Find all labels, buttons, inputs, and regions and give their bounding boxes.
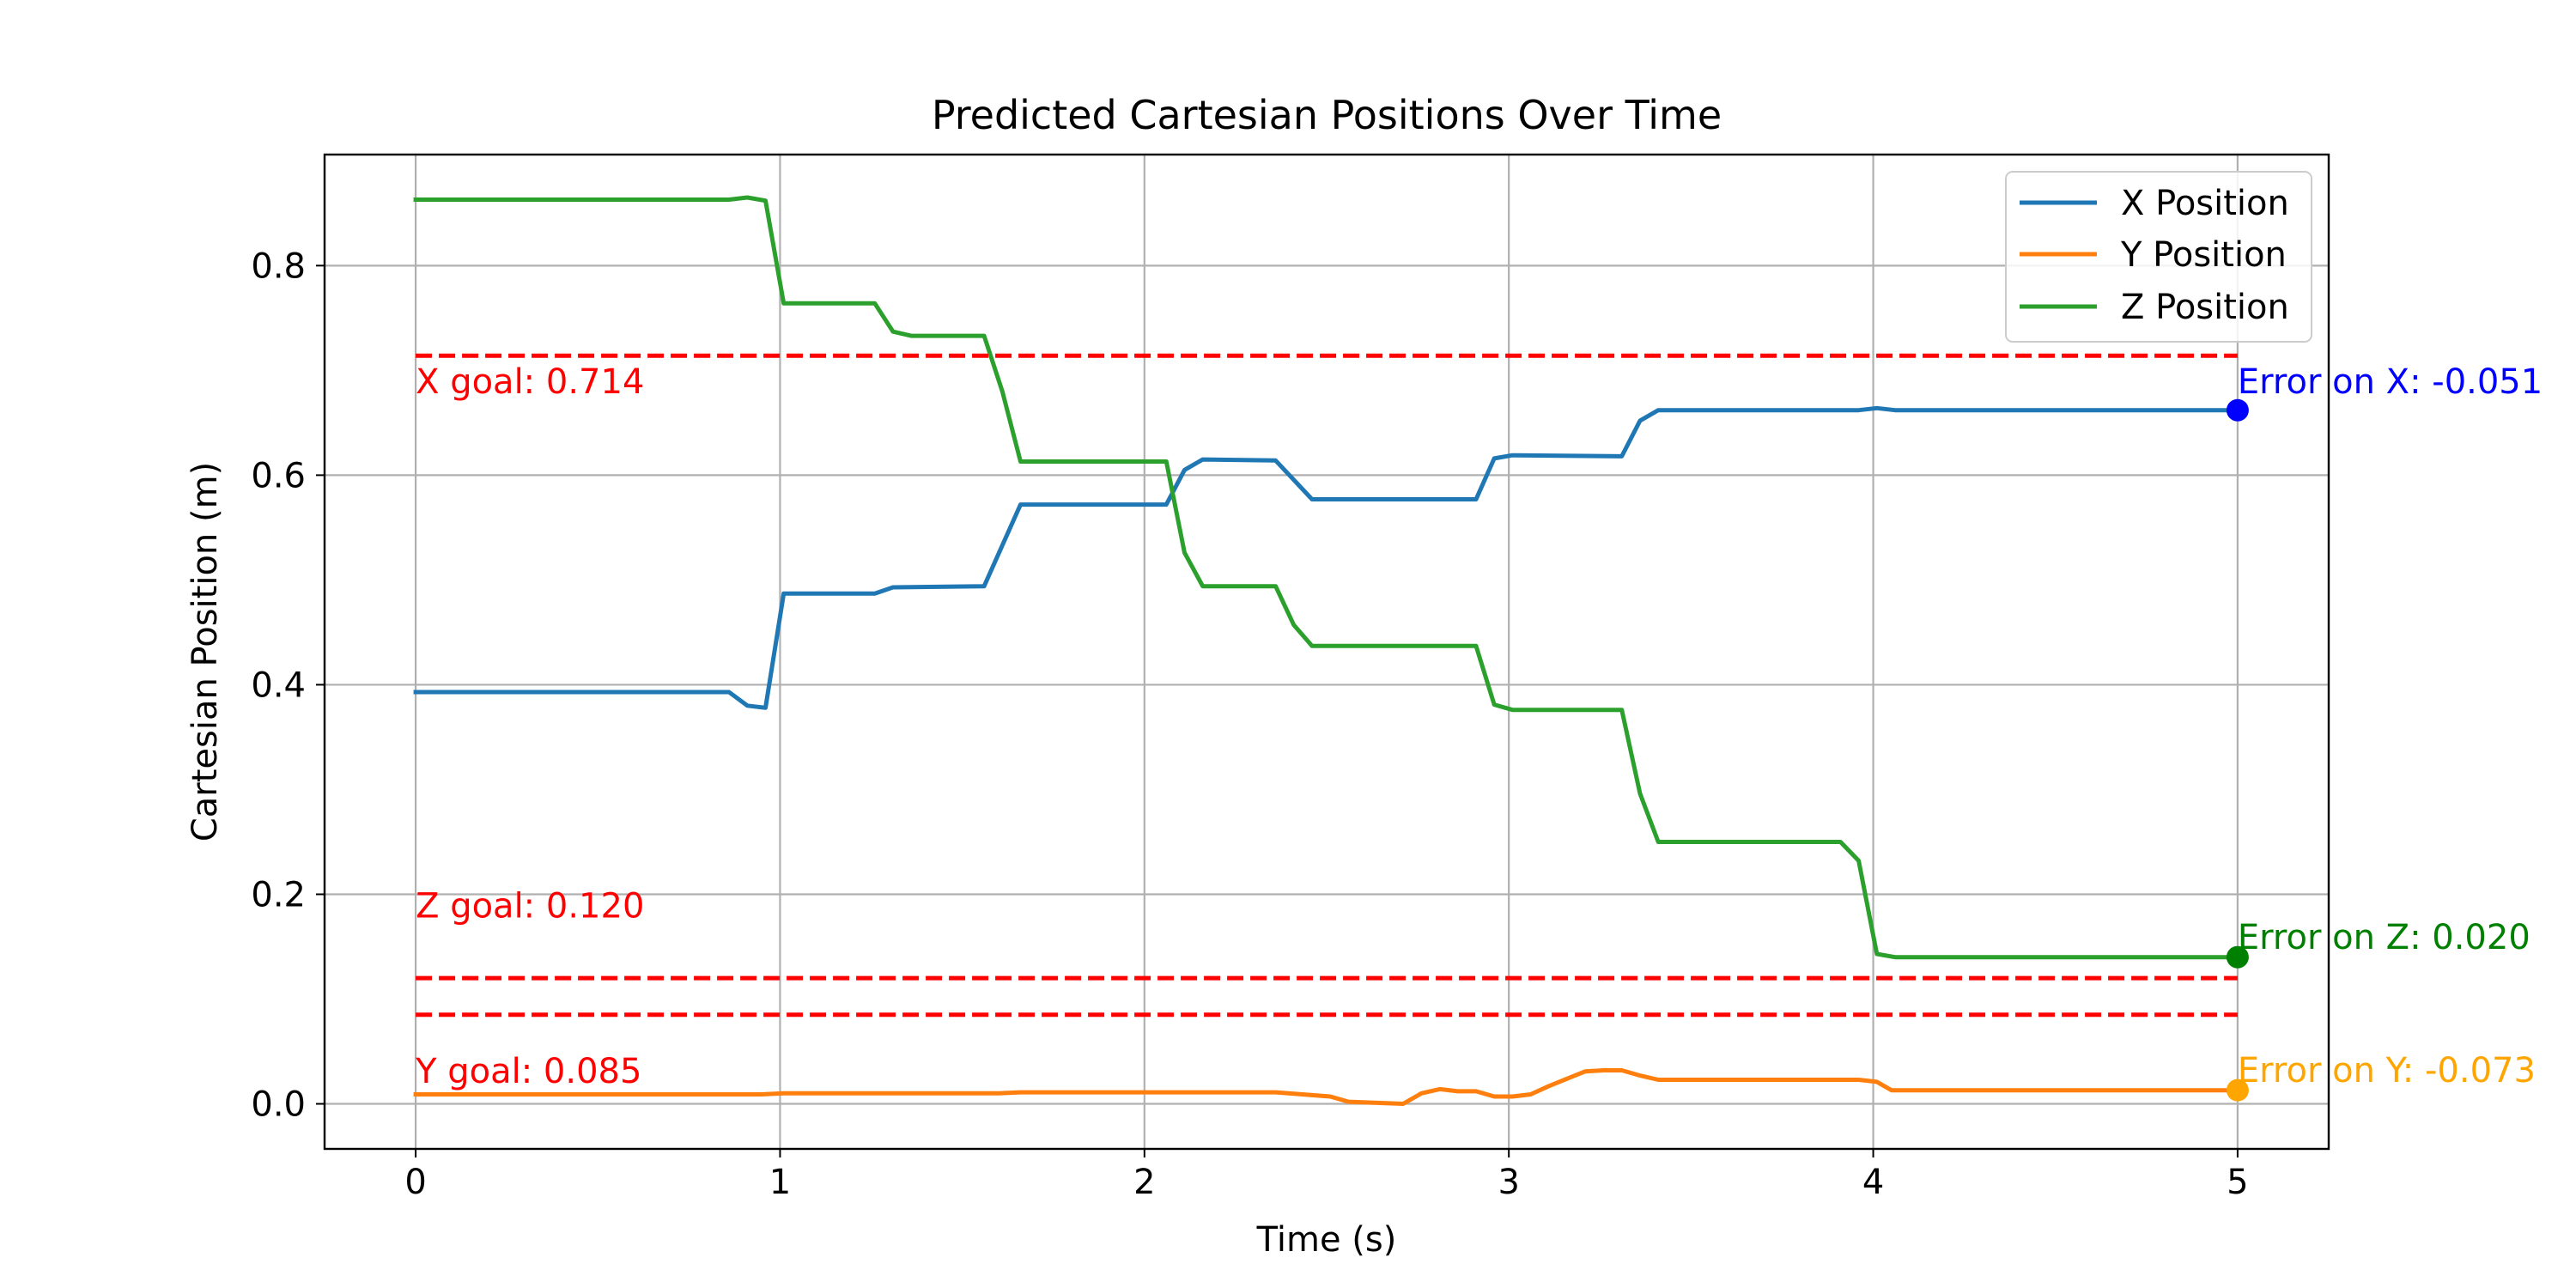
legend-label-z: Z Position bbox=[2121, 288, 2289, 327]
goal-lines: X goal: 0.714 Z goal: 0.120 Y goal: 0.085 bbox=[415, 353, 2238, 1091]
series-line-z-position bbox=[413, 195, 2240, 960]
x-tick-label: 5 bbox=[2227, 1163, 2248, 1202]
x-tick-label: 0 bbox=[404, 1163, 426, 1202]
legend-label-x: X Position bbox=[2121, 184, 2289, 223]
legend-box bbox=[2005, 171, 2312, 343]
plot-frame bbox=[323, 153, 2330, 1151]
series-line-y-position bbox=[413, 1068, 2240, 1106]
error-label: Error on Y: -0.073 bbox=[2238, 1051, 2536, 1091]
plot-series bbox=[413, 195, 2240, 1106]
legend-label-y: Y Position bbox=[2120, 235, 2287, 275]
y-tick-label: 0.8 bbox=[251, 246, 306, 286]
chart-title: Predicted Cartesian Positions Over Time bbox=[932, 92, 1722, 138]
axis-ticks: 0 1 2 3 4 5 0.0 0.2 0.4 0.6 0.8 bbox=[251, 246, 2248, 1202]
y-axis-label: Cartesian Position (m) bbox=[185, 462, 225, 841]
legend: X Position Y Position Z Position bbox=[2005, 171, 2312, 343]
x-tick-label: 3 bbox=[1498, 1163, 1519, 1202]
x-tick-label: 2 bbox=[1133, 1163, 1155, 1202]
goal-label: Y goal: 0.085 bbox=[415, 1052, 641, 1091]
final-markers: Error on X: -0.051 Error on Z: 0.020 Error… bbox=[2226, 362, 2543, 1102]
final-point-marker bbox=[2226, 945, 2249, 969]
goal-label: Z goal: 0.120 bbox=[416, 886, 644, 926]
y-tick-label: 0.2 bbox=[251, 875, 306, 914]
y-tick-label: 0.0 bbox=[251, 1085, 306, 1125]
error-label: Error on X: -0.051 bbox=[2238, 362, 2543, 402]
final-point-marker bbox=[2226, 1078, 2249, 1102]
grid bbox=[325, 155, 2329, 1149]
y-tick-label: 0.6 bbox=[251, 456, 306, 495]
x-axis-label: Time (s) bbox=[1256, 1220, 1397, 1260]
final-point-marker bbox=[2226, 398, 2249, 422]
error-label: Error on Z: 0.020 bbox=[2238, 918, 2530, 957]
x-tick-label: 4 bbox=[1862, 1163, 1884, 1202]
series-line-x-position bbox=[413, 405, 2240, 710]
y-tick-label: 0.4 bbox=[251, 665, 306, 705]
x-tick-label: 1 bbox=[769, 1163, 791, 1202]
goal-label: X goal: 0.714 bbox=[416, 362, 644, 402]
